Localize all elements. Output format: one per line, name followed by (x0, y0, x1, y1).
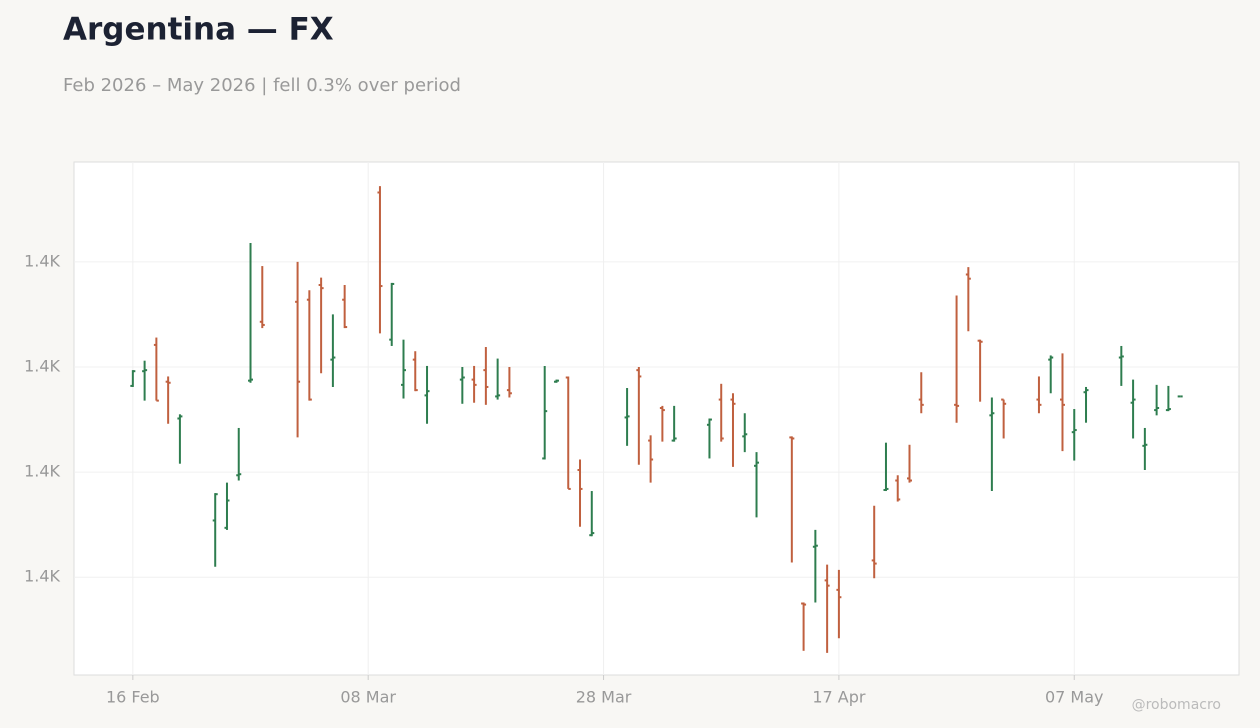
x-tick-label: 08 Mar (340, 688, 396, 707)
y-tick-label: 1.4K (24, 462, 60, 481)
y-tick-label: 1.4K (24, 251, 60, 270)
chart-subtitle: Feb 2026 – May 2026 | fell 0.3% over per… (63, 75, 461, 96)
x-tick-label: 16 Feb (106, 688, 160, 707)
x-tick-label: 28 Mar (576, 688, 632, 707)
x-tick-label: 07 May (1045, 688, 1104, 707)
x-tick-label: 17 Apr (812, 688, 866, 707)
y-tick-label: 1.4K (24, 567, 60, 586)
plot-area (73, 161, 1240, 676)
watermark: @robomacro (1132, 697, 1221, 713)
chart-title: Argentina — FX (63, 12, 334, 48)
y-tick-label: 1.4K (24, 356, 60, 375)
